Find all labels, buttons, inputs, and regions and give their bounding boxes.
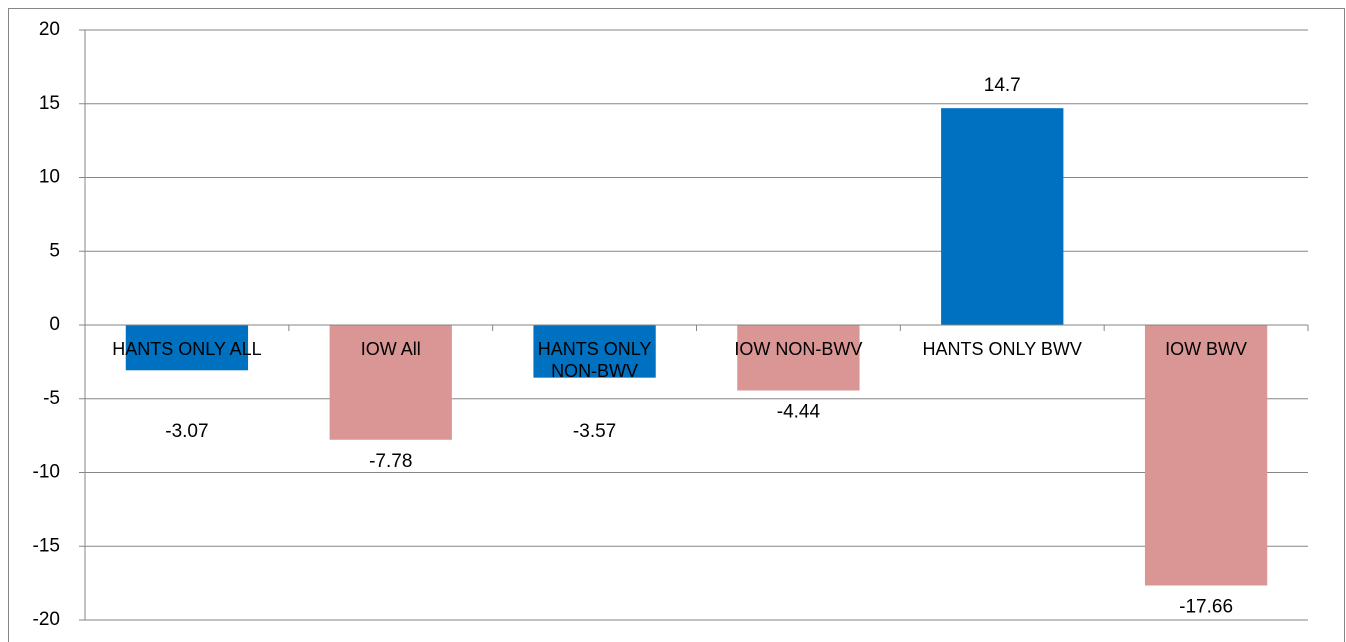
bar [737,325,860,391]
data-label: -3.57 [573,421,616,442]
y-tick-label: 0 [49,314,60,335]
y-tick-label: 15 [39,93,60,114]
y-tick-label: -15 [33,535,60,556]
data-label: -3.07 [165,421,208,442]
data-label: 14.7 [984,75,1021,96]
bar [329,325,452,440]
data-label: -7.78 [369,451,412,472]
bar [533,325,656,378]
x-tick-label: IOW All [360,339,421,359]
x-tick-label: HANTS ONLY BWV [922,339,1082,359]
bar [125,325,249,371]
x-tick-label-box: HANTS ONLY BWV [922,339,1082,359]
x-tick-label-box: IOW BWV [1165,339,1248,359]
x-tick-label: HANTS ONLY NON-BWV [537,339,652,381]
y-tick-label: -10 [33,462,60,483]
x-tick-label: IOW NON-BWV [734,339,863,359]
x-tick-label-box: HANTS ONLY NON-BWV [537,339,652,381]
x-tick-label-box: IOW All [360,339,421,359]
chart-border [8,8,1345,642]
bar [1144,325,1268,586]
x-tick-label: IOW BWV [1165,339,1248,359]
y-tick-label: 5 [49,240,60,261]
bar [941,108,1064,325]
data-label: -4.44 [777,402,821,423]
y-tick-label: -20 [33,609,60,630]
x-tick-label: HANTS ONLY ALL [112,339,262,359]
y-tick-label: 20 [39,19,60,40]
y-tick-label: -5 [43,388,60,409]
x-tick-label-box: HANTS ONLY ALL [112,339,262,359]
data-label: -17.66 [1179,597,1233,618]
y-tick-label: 10 [39,167,60,188]
x-tick-label-box: IOW NON-BWV [734,339,863,359]
